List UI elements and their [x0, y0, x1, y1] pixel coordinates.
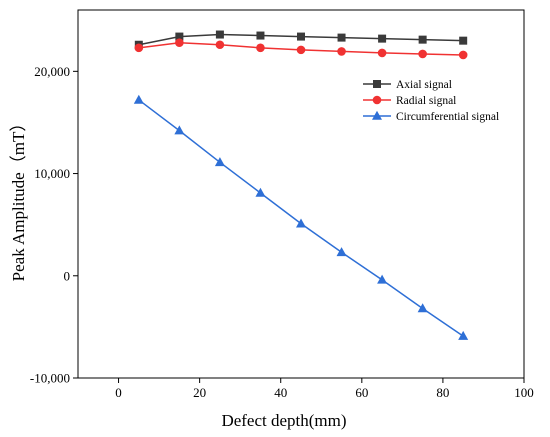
data-point-radial [296, 45, 306, 55]
x-tick-label: 100 [514, 385, 534, 400]
y-tick-label: 10,000 [34, 166, 70, 181]
x-tick-label: 60 [355, 385, 368, 400]
data-point-radial [377, 48, 387, 58]
data-point-circumferential [336, 247, 347, 257]
data-point-axial [378, 34, 387, 43]
y-axis: -10,000 0 10,000 20,000 [30, 64, 78, 386]
y-tick-label: 0 [64, 268, 71, 283]
data-point-axial [175, 32, 184, 41]
data-point-radial [256, 43, 265, 53]
data-point-axial [337, 33, 346, 42]
series-layer [133, 30, 469, 340]
legend-label-radial: Radial signal [396, 95, 456, 107]
x-tick-label: 80 [436, 385, 449, 400]
data-point-circumferential [458, 330, 469, 340]
plot-frame [77, 9, 525, 379]
data-point-radial [337, 47, 346, 56]
data-point-circumferential [133, 94, 144, 104]
legend-marker-radial [372, 95, 382, 105]
x-tick-label: 0 [115, 385, 122, 400]
data-point-circumferential [214, 157, 225, 167]
x-axis: 0 20 40 60 80 100 [115, 378, 534, 400]
plot-area [77, 9, 525, 379]
x-tick-label: 40 [274, 385, 287, 400]
y-tick-label: 20,000 [34, 64, 70, 79]
data-point-axial [215, 30, 224, 39]
series-circumferential [133, 94, 469, 340]
data-point-radial [134, 43, 144, 53]
legend-marker-axial [373, 80, 381, 88]
data-point-radial [175, 38, 184, 48]
x-tick-label: 20 [193, 385, 206, 400]
data-point-radial [418, 49, 427, 59]
series-line-circumferential [138, 99, 464, 337]
data-point-radial [458, 50, 468, 60]
series-radial [134, 38, 468, 60]
data-point-axial [418, 35, 427, 44]
data-point-axial [297, 32, 305, 41]
data-point-circumferential [174, 125, 185, 135]
legend-label-axial: Axial signal [396, 79, 452, 91]
data-point-axial [459, 36, 468, 45]
legend-label-circumferential: Circumferential signal [396, 111, 499, 123]
legend: Axial signal Radial signal Circumferential… [363, 79, 499, 123]
data-point-radial [215, 40, 225, 50]
data-point-circumferential [417, 303, 428, 313]
data-point-axial [256, 31, 265, 40]
legend-marker-circumferential [372, 110, 382, 120]
data-point-circumferential [377, 274, 388, 284]
x-axis-title: Defect depth(mm) [221, 411, 346, 430]
y-tick-label: -10,000 [30, 371, 70, 386]
data-point-circumferential [255, 187, 266, 197]
data-point-circumferential [296, 218, 306, 228]
y-axis-title: Peak Amplitude（mT） [9, 115, 28, 282]
